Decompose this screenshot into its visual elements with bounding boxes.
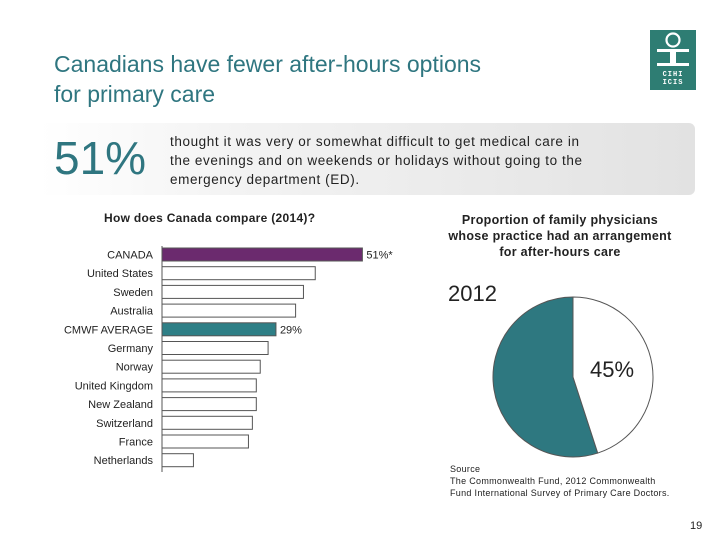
bar-united-kingdom: [161, 378, 257, 393]
category-label-united-kingdom: United Kingdom: [75, 380, 153, 392]
logo-text-line-2: ICIS: [662, 79, 684, 87]
bar-france: [161, 434, 249, 449]
bar-netherlands: [161, 453, 194, 468]
category-label-switzerland: Switzerland: [96, 418, 153, 430]
category-label-cmwf-average: CMWF AVERAGE: [64, 324, 153, 336]
category-label-canada: CANADA: [107, 250, 154, 262]
pie-chart-heading: Proportion of family physicians whose pr…: [432, 212, 688, 260]
page-title: Canadians have fewer after-hours options…: [54, 49, 614, 109]
title-line-2: for primary care: [54, 81, 216, 107]
bar-norway: [161, 359, 261, 374]
highlight-band: [40, 123, 695, 195]
pie-slice-2: [572, 296, 654, 454]
bar-chart: CANADA 51%* United States Sweden Australia CM…: [64, 247, 393, 468]
source-note: Source The Commonwealth Fund, 2012 Commo…: [450, 463, 670, 499]
source-label: Source: [450, 464, 481, 474]
bar-new-zealand: [161, 397, 257, 412]
source-line-1: The Commonwealth Fund, 2012 Commonwealth: [450, 476, 656, 486]
page-number: 19: [690, 520, 703, 532]
bar-switzerland: [161, 415, 253, 430]
bar-germany: [161, 341, 269, 355]
pie-heading-line-3: for after-hours care: [499, 245, 621, 259]
category-label-france: France: [119, 437, 153, 449]
bar-canada: [161, 247, 363, 262]
bar-australia: [161, 303, 297, 318]
category-label-australia: Australia: [110, 306, 154, 318]
pie-chart: 45%: [492, 296, 654, 458]
data-label-cmwf-average: 29%: [280, 324, 302, 336]
category-label-sweden: Sweden: [113, 287, 153, 299]
title-line-1: Canadians have fewer after-hours options: [54, 51, 482, 77]
bar-cmwf-average: [161, 322, 277, 337]
source-line-2: Fund International Survey of Primary Car…: [450, 488, 670, 498]
highlight-percent: 51%: [54, 132, 147, 184]
category-label-netherlands: Netherlands: [94, 455, 154, 467]
data-label-canada: 51%*: [366, 250, 393, 262]
pie-heading-line-1: Proportion of family physicians: [461, 213, 659, 227]
pie-slice-1: [492, 296, 599, 458]
pie-data-label: 45%: [590, 357, 634, 382]
category-label-norway: Norway: [116, 362, 154, 374]
highlight-text-line-3: emergency department (ED).: [170, 172, 360, 187]
logo-i-mark-icon: [657, 32, 689, 66]
logo-text-line-1: CIHI: [662, 71, 684, 79]
highlight-text-line-1: thought it was very or somewhat difficul…: [170, 134, 580, 149]
category-label-germany: Germany: [108, 343, 154, 355]
bar-chart-title: How does Canada compare (2014)?: [104, 211, 315, 225]
pie-heading-line-2: whose practice had an arrangement: [448, 229, 672, 243]
cihi-logo: CIHI ICIS: [650, 30, 696, 90]
bar-sweden: [161, 284, 304, 299]
category-label-united-states: United States: [87, 268, 154, 280]
bar-united-states: [161, 266, 316, 281]
highlight-text-line-2: the evenings and on weekends or holidays…: [170, 153, 583, 168]
pie-chart-year: 2012: [448, 281, 497, 306]
highlight-text: thought it was very or somewhat difficul…: [170, 132, 650, 189]
category-label-new-zealand: New Zealand: [88, 399, 153, 411]
